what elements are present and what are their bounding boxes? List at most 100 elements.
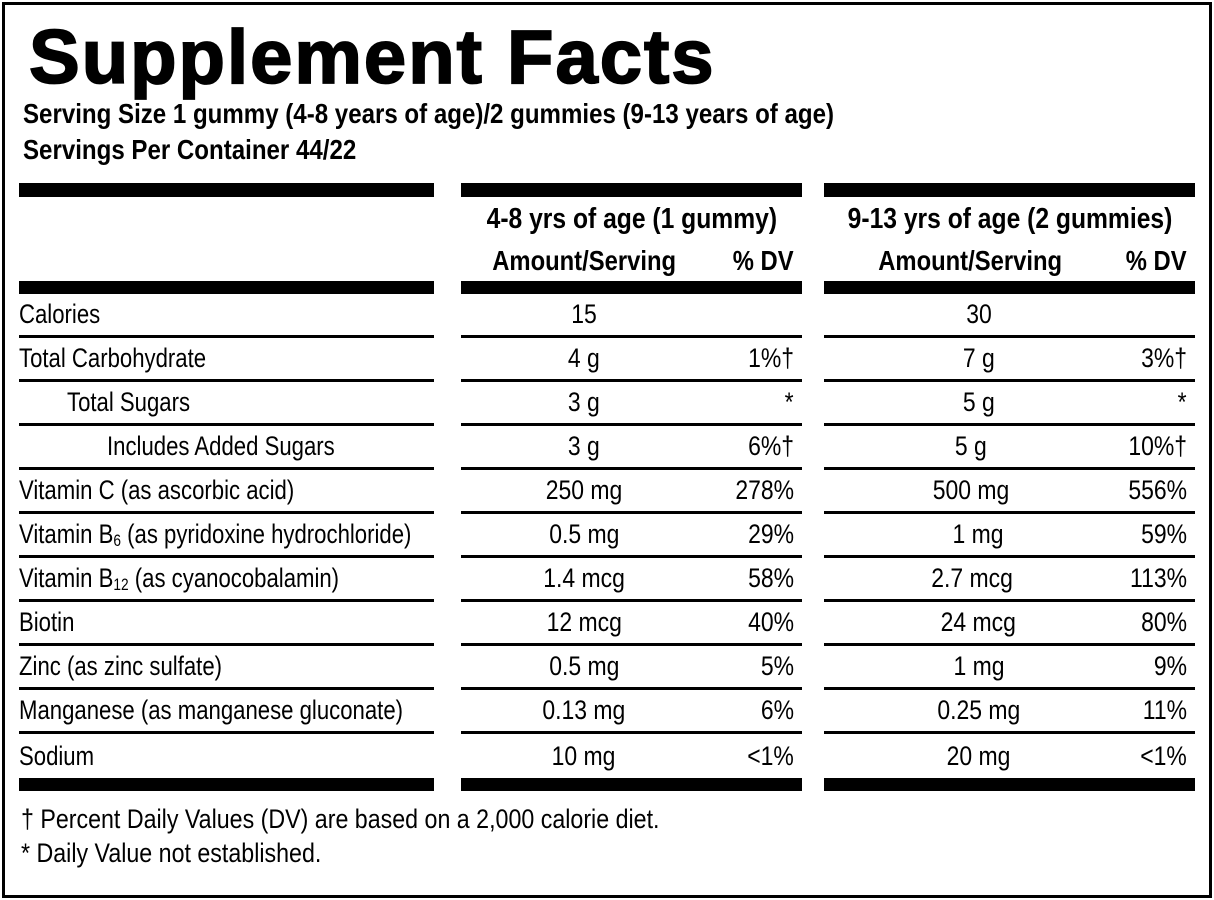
- row-label: Manganese (as manganese gluconate): [19, 690, 434, 734]
- amount-value: 5 g: [955, 431, 987, 461]
- dv-value: 3%†: [1141, 343, 1187, 373]
- dv-value: 29%: [748, 519, 794, 549]
- row-values-group-4-8: 1.4 mcg 58%: [461, 558, 802, 602]
- row-values-group-9-13: 30: [824, 294, 1195, 338]
- age-group-header-9-13: 9-13 yrs of age (2 gummies): [847, 202, 1172, 235]
- title-text: Supplement Facts: [28, 15, 716, 100]
- amount-value: 500 mg: [932, 475, 1010, 505]
- amount-value: 3 g: [568, 431, 600, 461]
- amount-value: 1 mg: [952, 519, 1004, 549]
- amount-value: 12 mcg: [546, 607, 622, 637]
- row-label: Vitamin C (as ascorbic acid): [19, 470, 434, 514]
- footnote-asterisk: * Daily Value not established.: [21, 838, 322, 868]
- row-label: Biotin: [19, 602, 434, 646]
- row-values-group-4-8: 15: [461, 294, 802, 338]
- divider-bar: [19, 778, 434, 791]
- footnotes: † Percent Daily Values (DV) are based on…: [21, 802, 1195, 870]
- amount-value: 10 mg: [552, 740, 616, 771]
- row-values-group-4-8: 0.13 mg 6%: [461, 690, 802, 734]
- dv-value: 6%: [760, 695, 794, 725]
- row-values-group-9-13: 5 g 10%†: [824, 426, 1195, 470]
- row-label: Total Sugars: [19, 382, 434, 426]
- row-values-group-4-8: 12 mcg 40%: [461, 602, 802, 646]
- amount-value: 7 g: [962, 343, 995, 373]
- amount-value: 1 mg: [953, 651, 1005, 681]
- amount-value: 0.5 mg: [548, 651, 620, 681]
- amount-value: 5 g: [963, 387, 995, 417]
- divider-bar: [461, 778, 802, 791]
- serving-size-text: Serving Size 1 gummy (4-8 years of age)/…: [23, 98, 835, 129]
- amount-value: 0.13 mg: [542, 695, 626, 725]
- dv-value: 10%†: [1128, 431, 1187, 461]
- divider-bar: [461, 183, 802, 197]
- table-row: Total Carbohydrate 4 g 1%† 7 g 3%†: [19, 338, 1195, 382]
- table-row: Biotin 12 mcg 40% 24 mcg 80%: [19, 602, 1195, 646]
- dv-value: 6%†: [748, 431, 794, 461]
- divider-bar: [824, 183, 1195, 197]
- dv-value: 113%: [1129, 563, 1187, 593]
- table-row: Calories 15 30: [19, 294, 1195, 338]
- amount-value: 15: [571, 299, 597, 329]
- amount-value: 3 g: [568, 387, 600, 417]
- amount-value: 30: [966, 299, 992, 329]
- dv-value: <1%: [747, 740, 794, 771]
- row-values-group-9-13: 24 mcg 80%: [824, 602, 1195, 646]
- dv-value: 5%: [760, 651, 794, 681]
- row-values-group-9-13: 5 g *: [824, 382, 1195, 426]
- row-values-group-9-13: 500 mg 556%: [824, 470, 1195, 514]
- row-values-group-9-13: 2.7 mcg 113%: [824, 558, 1195, 602]
- table-row: Includes Added Sugars 3 g 6%† 5 g 10%†: [19, 426, 1195, 470]
- table-row: Total Sugars 3 g * 5 g *: [19, 382, 1195, 426]
- divider-bar: [824, 778, 1195, 791]
- divider-bar: [824, 281, 1195, 294]
- dv-value: 556%: [1128, 475, 1187, 505]
- serving-size-line: Serving Size 1 gummy (4-8 years of age)/…: [23, 96, 1195, 132]
- row-label: Sodium: [19, 740, 95, 771]
- row-label: Vitamin B12 (as cyanocobalamin): [19, 558, 434, 602]
- row-values-group-9-13: 1 mg 59%: [824, 514, 1195, 558]
- row-values-group-9-13: 0.25 mg 11%: [824, 690, 1195, 734]
- divider-bar-row-top: [19, 183, 1195, 197]
- dv-value: 40%: [748, 607, 794, 637]
- dv-value: 59%: [1141, 519, 1187, 549]
- subheader-group-4-8: Amount/Serving % DV: [461, 241, 802, 281]
- column-group-header-row: 4-8 yrs of age (1 gummy) 9-13 yrs of age…: [19, 197, 1195, 241]
- table-row: Manganese (as manganese gluconate) 0.13 m…: [19, 690, 1195, 734]
- column-subheader-row: Amount/Serving % DV Amount/Serving % DV: [19, 241, 1195, 281]
- row-values-group-9-13: 7 g 3%†: [824, 338, 1195, 382]
- divider-bar-row-bottom: [19, 778, 1195, 791]
- subheader-group-9-13: Amount/Serving % DV: [824, 241, 1195, 281]
- amount-value: 0.25 mg: [937, 695, 1021, 725]
- dv-value: 278%: [735, 475, 794, 505]
- amount-value: 2.7 mcg: [931, 563, 1013, 593]
- dv-value: 80%: [1141, 607, 1187, 637]
- amount-value: 0.5 mg: [548, 519, 620, 549]
- dv-value: [1134, 299, 1195, 330]
- percent-dv-header: % DV: [733, 245, 794, 276]
- table-row: Vitamin C (as ascorbic acid) 250 mg 278% 50…: [19, 470, 1195, 514]
- row-values-group-4-8: 3 g *: [461, 382, 802, 426]
- dv-value: [707, 299, 802, 330]
- row-values-group-4-8: 0.5 mg 29%: [461, 514, 802, 558]
- divider-bar-row-mid: [19, 281, 1195, 294]
- servings-per-container-text: Servings Per Container 44/22: [23, 134, 357, 165]
- row-values-group-9-13: 1 mg 9%: [824, 646, 1195, 690]
- supplement-facts-title: Supplement Facts: [28, 15, 1195, 100]
- amount-value: 1.4 mcg: [543, 563, 625, 593]
- servings-per-container-line: Servings Per Container 44/22: [23, 132, 1195, 168]
- row-label: Zinc (as zinc sulfate): [19, 646, 434, 690]
- dv-value: *: [785, 387, 794, 417]
- row-label: Vitamin B6 (as pyridoxine hydrochloride): [19, 514, 434, 558]
- table-row: Vitamin B12 (as cyanocobalamin) 1.4 mcg 58…: [19, 558, 1195, 602]
- percent-dv-header: % DV: [1126, 245, 1187, 276]
- row-values-group-9-13: 20 mg <1%: [824, 734, 1195, 778]
- amount-value: 250 mg: [545, 475, 623, 505]
- amount-value: 24 mcg: [940, 607, 1017, 637]
- dv-value: 58%: [748, 563, 794, 593]
- row-values-group-4-8: 3 g 6%†: [461, 426, 802, 470]
- row-values-group-4-8: 250 mg 278%: [461, 470, 802, 514]
- dv-value: *: [1178, 387, 1187, 417]
- table-row: Sodium 10 mg <1% 20 mg <1%: [19, 734, 1195, 778]
- row-values-group-4-8: 10 mg <1%: [461, 734, 802, 778]
